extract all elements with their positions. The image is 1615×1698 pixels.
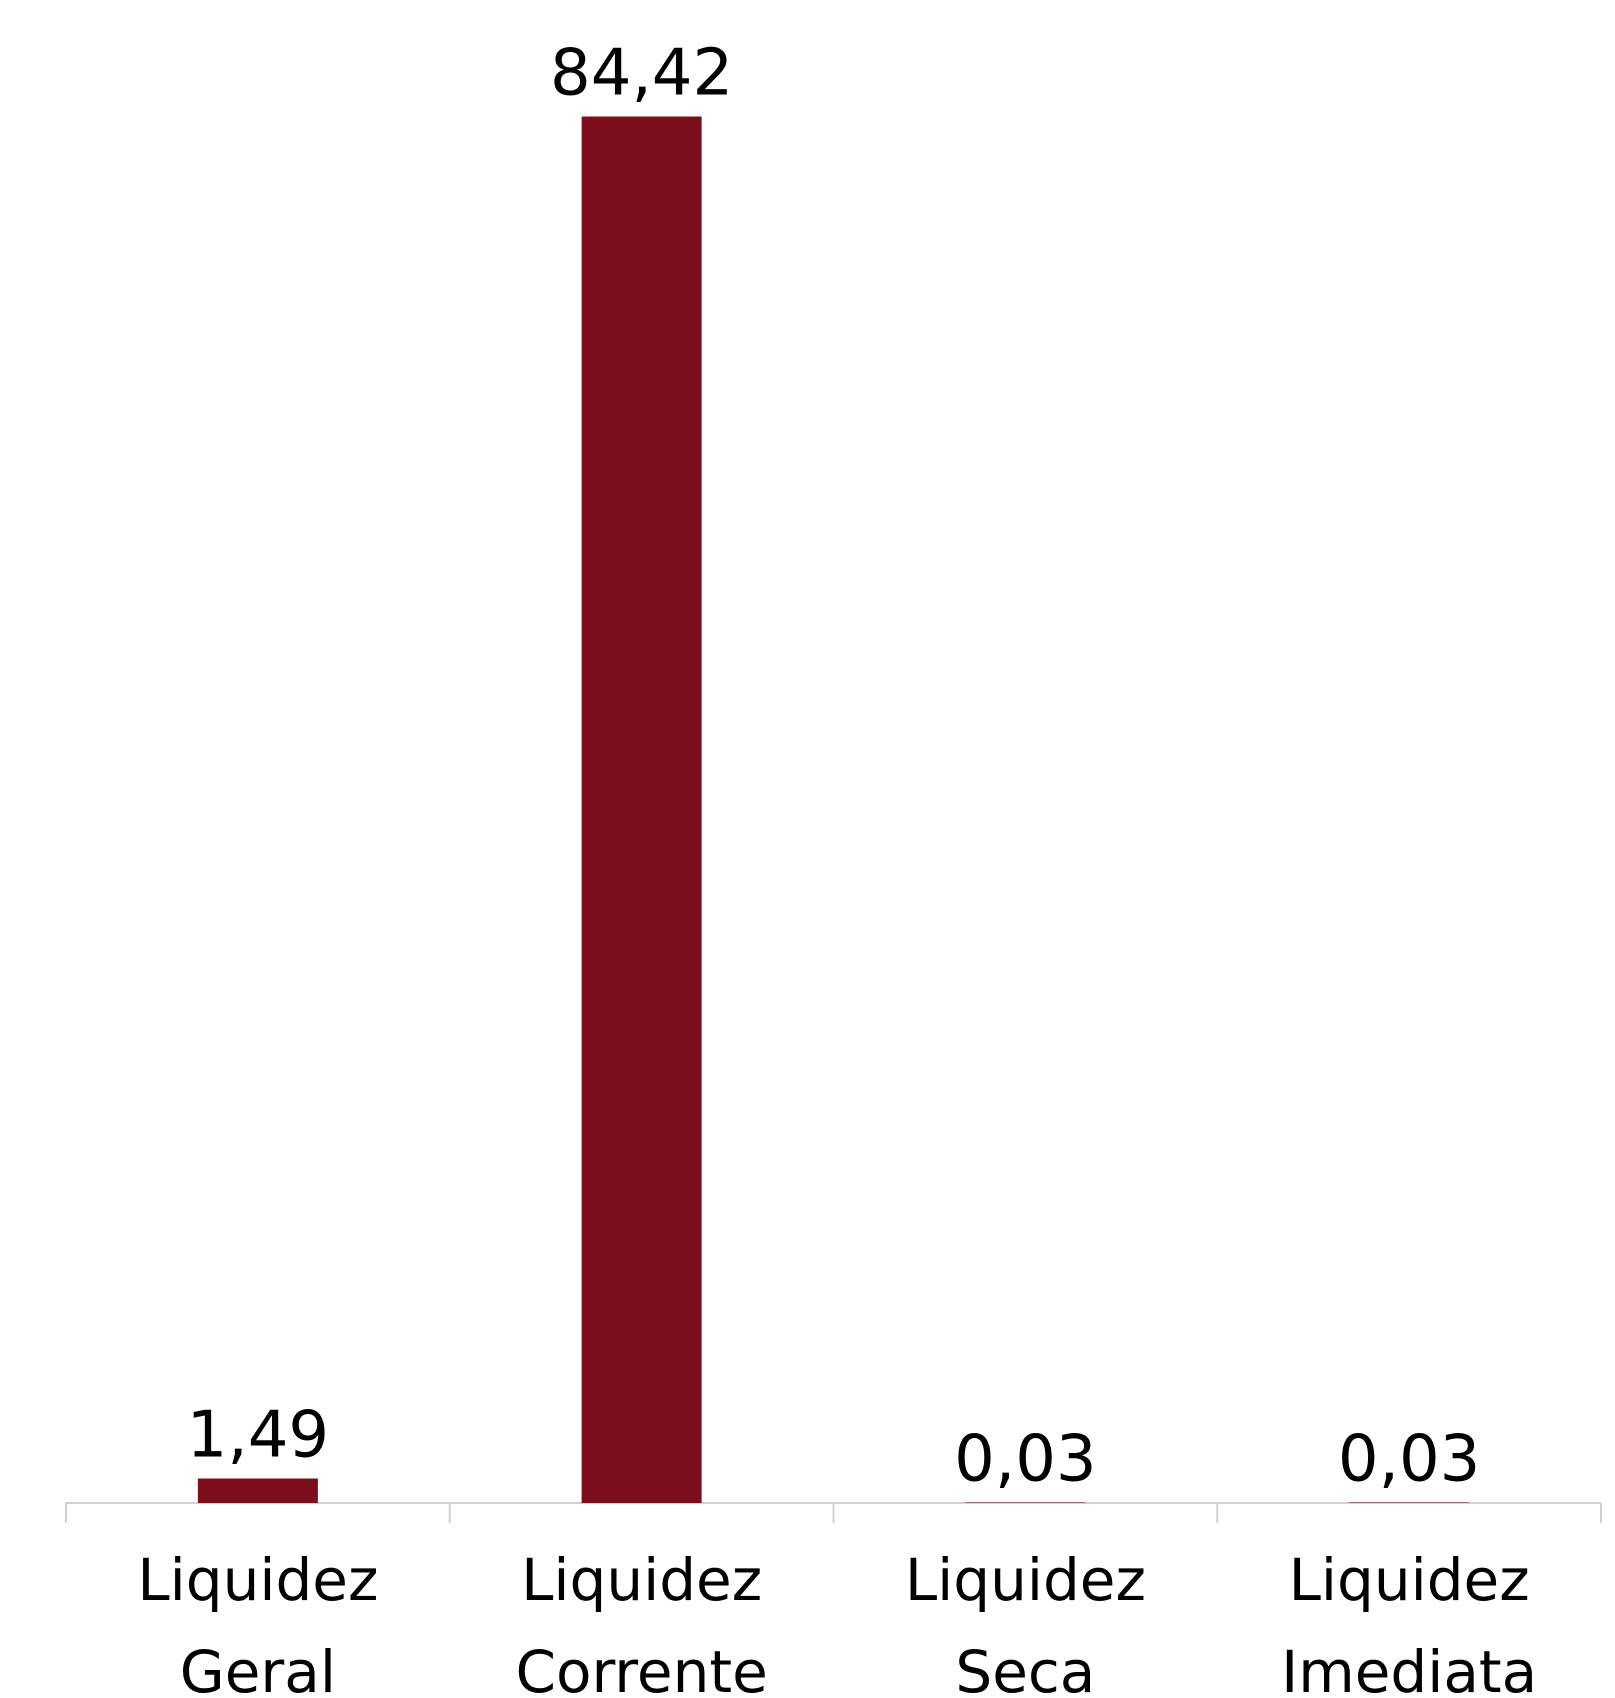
- bar: [197, 1478, 318, 1503]
- x-tick-label: Liquidez Corrente: [516, 1546, 768, 1698]
- data-label: 1,49: [187, 1399, 330, 1473]
- x-tick-label: Liquidez Geral: [137, 1546, 378, 1698]
- x-tick-label: Liquidez Seca: [905, 1546, 1146, 1698]
- data-label: 0,03: [954, 1423, 1097, 1497]
- data-label: 0,03: [1338, 1423, 1481, 1497]
- x-tick-label: Liquidez Imediata: [1281, 1546, 1537, 1698]
- bar: [581, 116, 702, 1504]
- data-label: 84,42: [550, 37, 733, 111]
